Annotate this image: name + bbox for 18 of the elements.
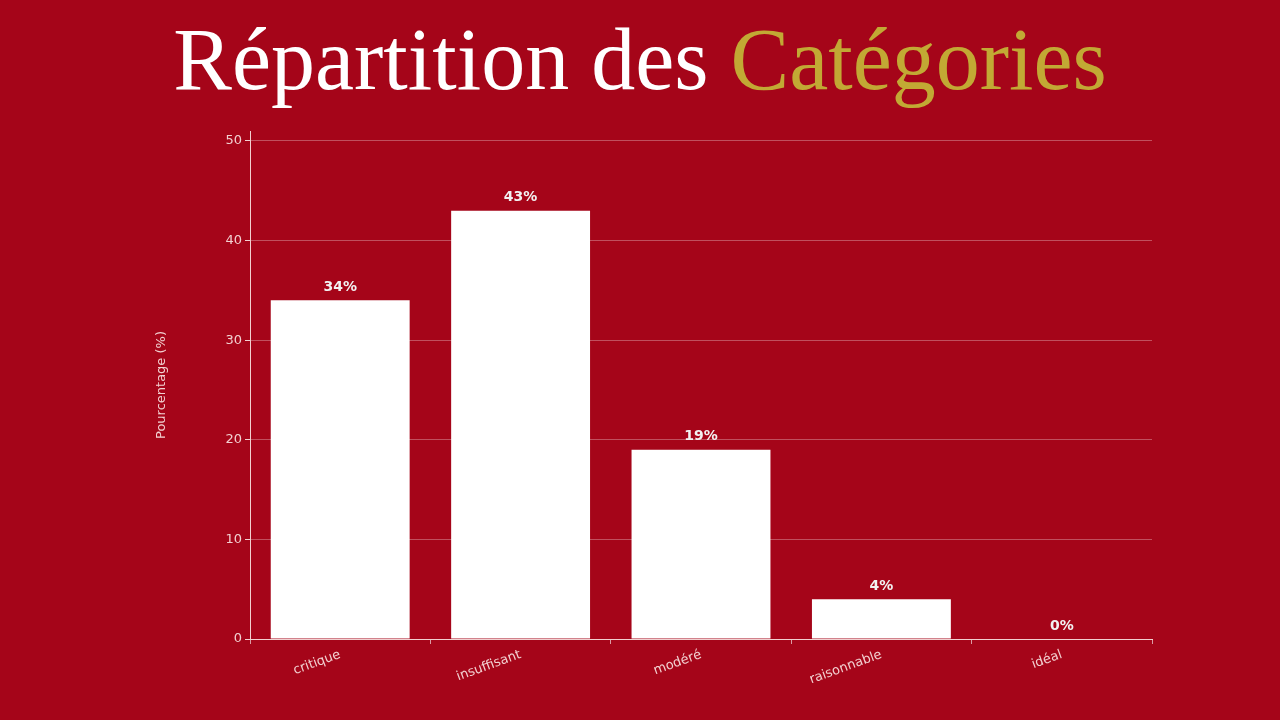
y-tick-label: 30: [225, 331, 242, 347]
bar: [631, 449, 771, 639]
data-label: 43%: [503, 188, 538, 205]
y-tick-label: 40: [225, 231, 242, 247]
data-label: 4%: [869, 576, 894, 593]
y-tick-label: 20: [225, 431, 242, 447]
y-tick-label: 10: [225, 530, 242, 546]
y-tick-label: 50: [225, 132, 242, 148]
x-tick-label: idéal: [1029, 646, 1064, 672]
chart-title: Répartition des Catégories: [173, 11, 1107, 108]
y-tick-label: 0: [233, 630, 242, 646]
y-axis-title: Pourcentage (%): [153, 331, 169, 439]
data-label: 19%: [684, 427, 718, 444]
data-label: 0%: [1049, 616, 1074, 633]
bar: [811, 599, 951, 639]
bar: [270, 300, 410, 639]
data-label: 34%: [323, 277, 357, 294]
bar: [451, 210, 591, 639]
